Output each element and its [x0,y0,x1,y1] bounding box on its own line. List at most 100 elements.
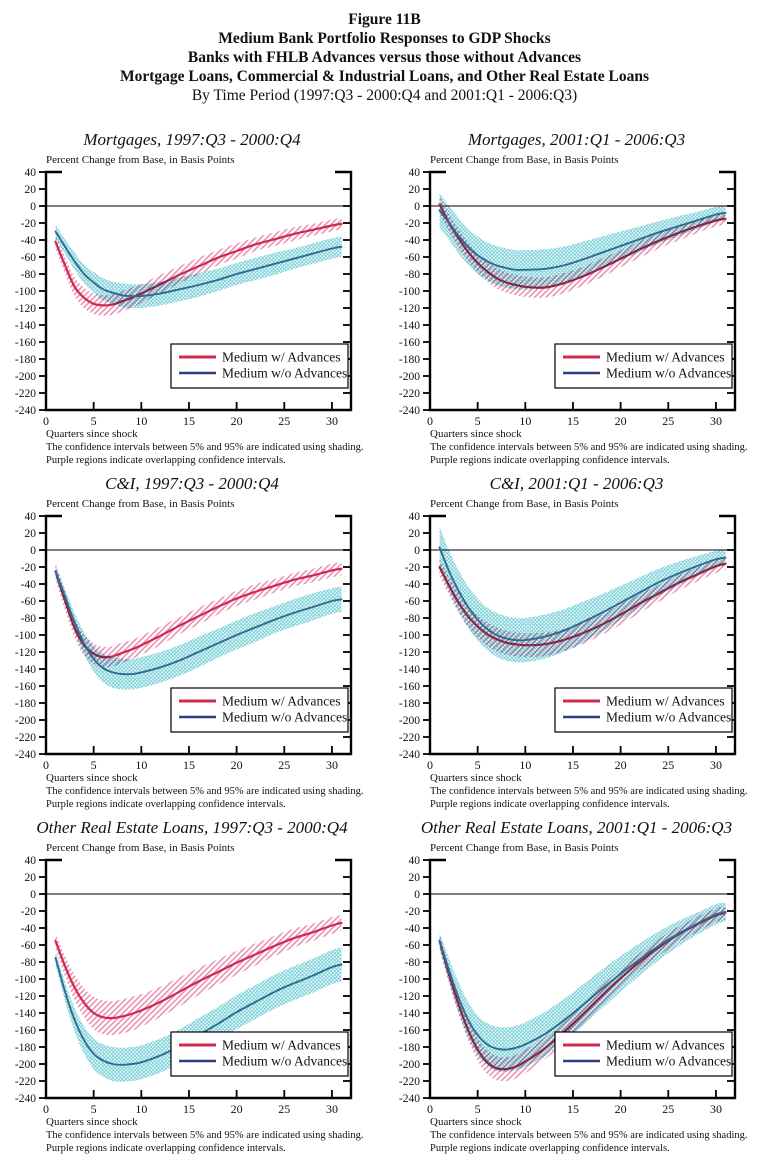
y-tick-label: -160 [399,1025,420,1037]
y-tick-label: -120 [399,303,420,315]
y-tick-label: 40 [25,168,37,179]
y-tick-label: -60 [21,940,37,952]
y-axis-title: Percent Change from Base, in Basis Point… [46,154,235,166]
y-tick-label: -220 [15,1076,36,1088]
legend-label: Medium w/o Advances [606,1054,731,1069]
x-tick-label: 10 [519,414,531,428]
y-tick-label: -240 [15,749,36,761]
y-tick-label: 40 [409,168,421,179]
x-axis-title: Quarters since shock [430,428,522,440]
x-tick-label: 25 [278,1102,290,1116]
chart-title: Mortgages, 2001:Q1 - 2006:Q3 [467,130,686,149]
figure-subtitle-3: By Time Period (1997:Q3 - 2000:Q4 and 20… [191,87,578,104]
y-tick-label: -40 [21,923,37,935]
y-tick-label: -240 [399,1093,420,1105]
chart-title: Other Real Estate Loans, 2001:Q1 - 2006:… [420,818,733,837]
figure-title: Medium Bank Portfolio Responses to GDP S… [218,30,551,47]
y-tick-label: -200 [15,715,36,727]
x-tick-label: 0 [43,414,49,428]
x-tick-label: 20 [231,1102,243,1116]
y-tick-label: 20 [25,872,37,884]
chart-mortgages-1997: Mortgages, 1997:Q3 - 2000:Q4 Percent Cha… [0,129,384,467]
x-tick-label: 5 [475,414,481,428]
x-tick-label: 20 [615,758,627,772]
x-tick-label: 30 [710,1102,722,1116]
y-tick-label: -160 [15,337,36,349]
confidence-band-without-advances [439,526,726,663]
x-tick-label: 25 [278,414,290,428]
legend-box [170,343,349,389]
legend-label: Medium w/o Advances [222,710,347,725]
plot-area: 40 20 0 -20 -40 -60 -80 -100 -120 -140 -160 -180 -20… [399,168,737,428]
y-tick-label: -40 [21,235,37,247]
confidence-band-without-advances [439,193,726,290]
plot-area: 40 20 0 -20 -40 -60 -80 -100 -120 -140 -160 -180 -20… [15,856,353,1116]
y-tick-label: -140 [15,1008,36,1020]
y-tick-label: -40 [405,579,421,591]
x-tick-label: 25 [662,414,674,428]
y-tick-label: -120 [15,991,36,1003]
y-tick-label: -220 [399,1076,420,1088]
footnote-purple: Purple regions indicate overlapping conf… [430,455,670,466]
confidence-band-without-advances [55,947,342,1082]
line-without-advances [54,570,343,676]
chart-title: Mortgages, 1997:Q3 - 2000:Q4 [83,130,301,149]
x-axis-title: Quarters since shock [46,428,138,440]
footnote-shading: The confidence intervals between 5% and … [430,1130,748,1141]
y-tick-label: -140 [399,1008,420,1020]
x-tick-label: 30 [710,758,722,772]
y-tick-label: -100 [399,286,420,298]
legend-box [554,687,733,733]
y-tick-label: -120 [399,647,420,659]
legend-box [170,687,349,733]
footnote-purple: Purple regions indicate overlapping conf… [46,455,286,466]
y-tick-label: -180 [399,354,420,366]
line-without-advances [54,230,343,298]
y-tick-label: -240 [399,749,420,761]
confidence-band-without-advances [55,565,342,690]
y-axis-title: Percent Change from Base, in Basis Point… [46,498,235,510]
footnote-shading: The confidence intervals between 5% and … [46,786,364,797]
footnote-shading: The confidence intervals between 5% and … [46,442,364,453]
y-tick-label: 40 [409,856,421,867]
y-tick-label: -60 [21,596,37,608]
figure-subtitle-1: Banks with FHLB Advances versus those wi… [187,49,582,66]
y-tick-label: 0 [30,201,36,213]
y-tick-label: -140 [15,320,36,332]
x-tick-label: 10 [519,1102,531,1116]
x-tick-label: 25 [662,758,674,772]
y-tick-label: -80 [405,269,421,281]
y-tick-label: 20 [409,872,421,884]
y-axis-title: Percent Change from Base, in Basis Point… [430,154,619,166]
x-tick-label: 20 [615,414,627,428]
plot-area: 40 20 0 -20 -40 -60 -80 -100 -120 -140 -160 -180 -20… [15,168,353,428]
y-tick-label: -240 [15,405,36,417]
chart-orel-1997: Other Real Estate Loans, 1997:Q3 - 2000:… [0,817,384,1155]
y-tick-label: -60 [21,252,37,264]
chart-grid: Mortgages, 1997:Q3 - 2000:Q4 Percent Cha… [0,129,769,1155]
x-tick-label: 0 [43,758,49,772]
x-tick-label: 5 [91,414,97,428]
y-tick-label: -160 [15,681,36,693]
confidence-band-without-advances [55,224,342,309]
x-tick-label: 10 [135,1102,147,1116]
y-tick-label: -160 [399,337,420,349]
y-tick-label: -80 [405,957,421,969]
legend-label: Medium w/ Advances [222,1038,340,1053]
y-tick-label: 40 [25,856,37,867]
y-tick-label: -80 [21,957,37,969]
figure-subtitle-2: Mortgage Loans, Commercial & Industrial … [119,68,649,85]
legend-label: Medium w/ Advances [222,694,340,709]
chart-title: Other Real Estate Loans, 1997:Q3 - 2000:… [36,818,348,837]
footnote-purple: Purple regions indicate overlapping conf… [430,799,670,810]
y-tick-label: -120 [15,303,36,315]
footnote-purple: Purple regions indicate overlapping conf… [46,799,286,810]
y-tick-label: -60 [405,940,421,952]
y-tick-label: -20 [405,906,421,918]
x-tick-label: 20 [615,1102,627,1116]
legend-box [554,343,733,389]
plot-area: 40 20 0 -20 -40 -60 -80 -100 -120 -140 -160 -180 -20… [399,512,737,772]
x-tick-label: 30 [710,414,722,428]
